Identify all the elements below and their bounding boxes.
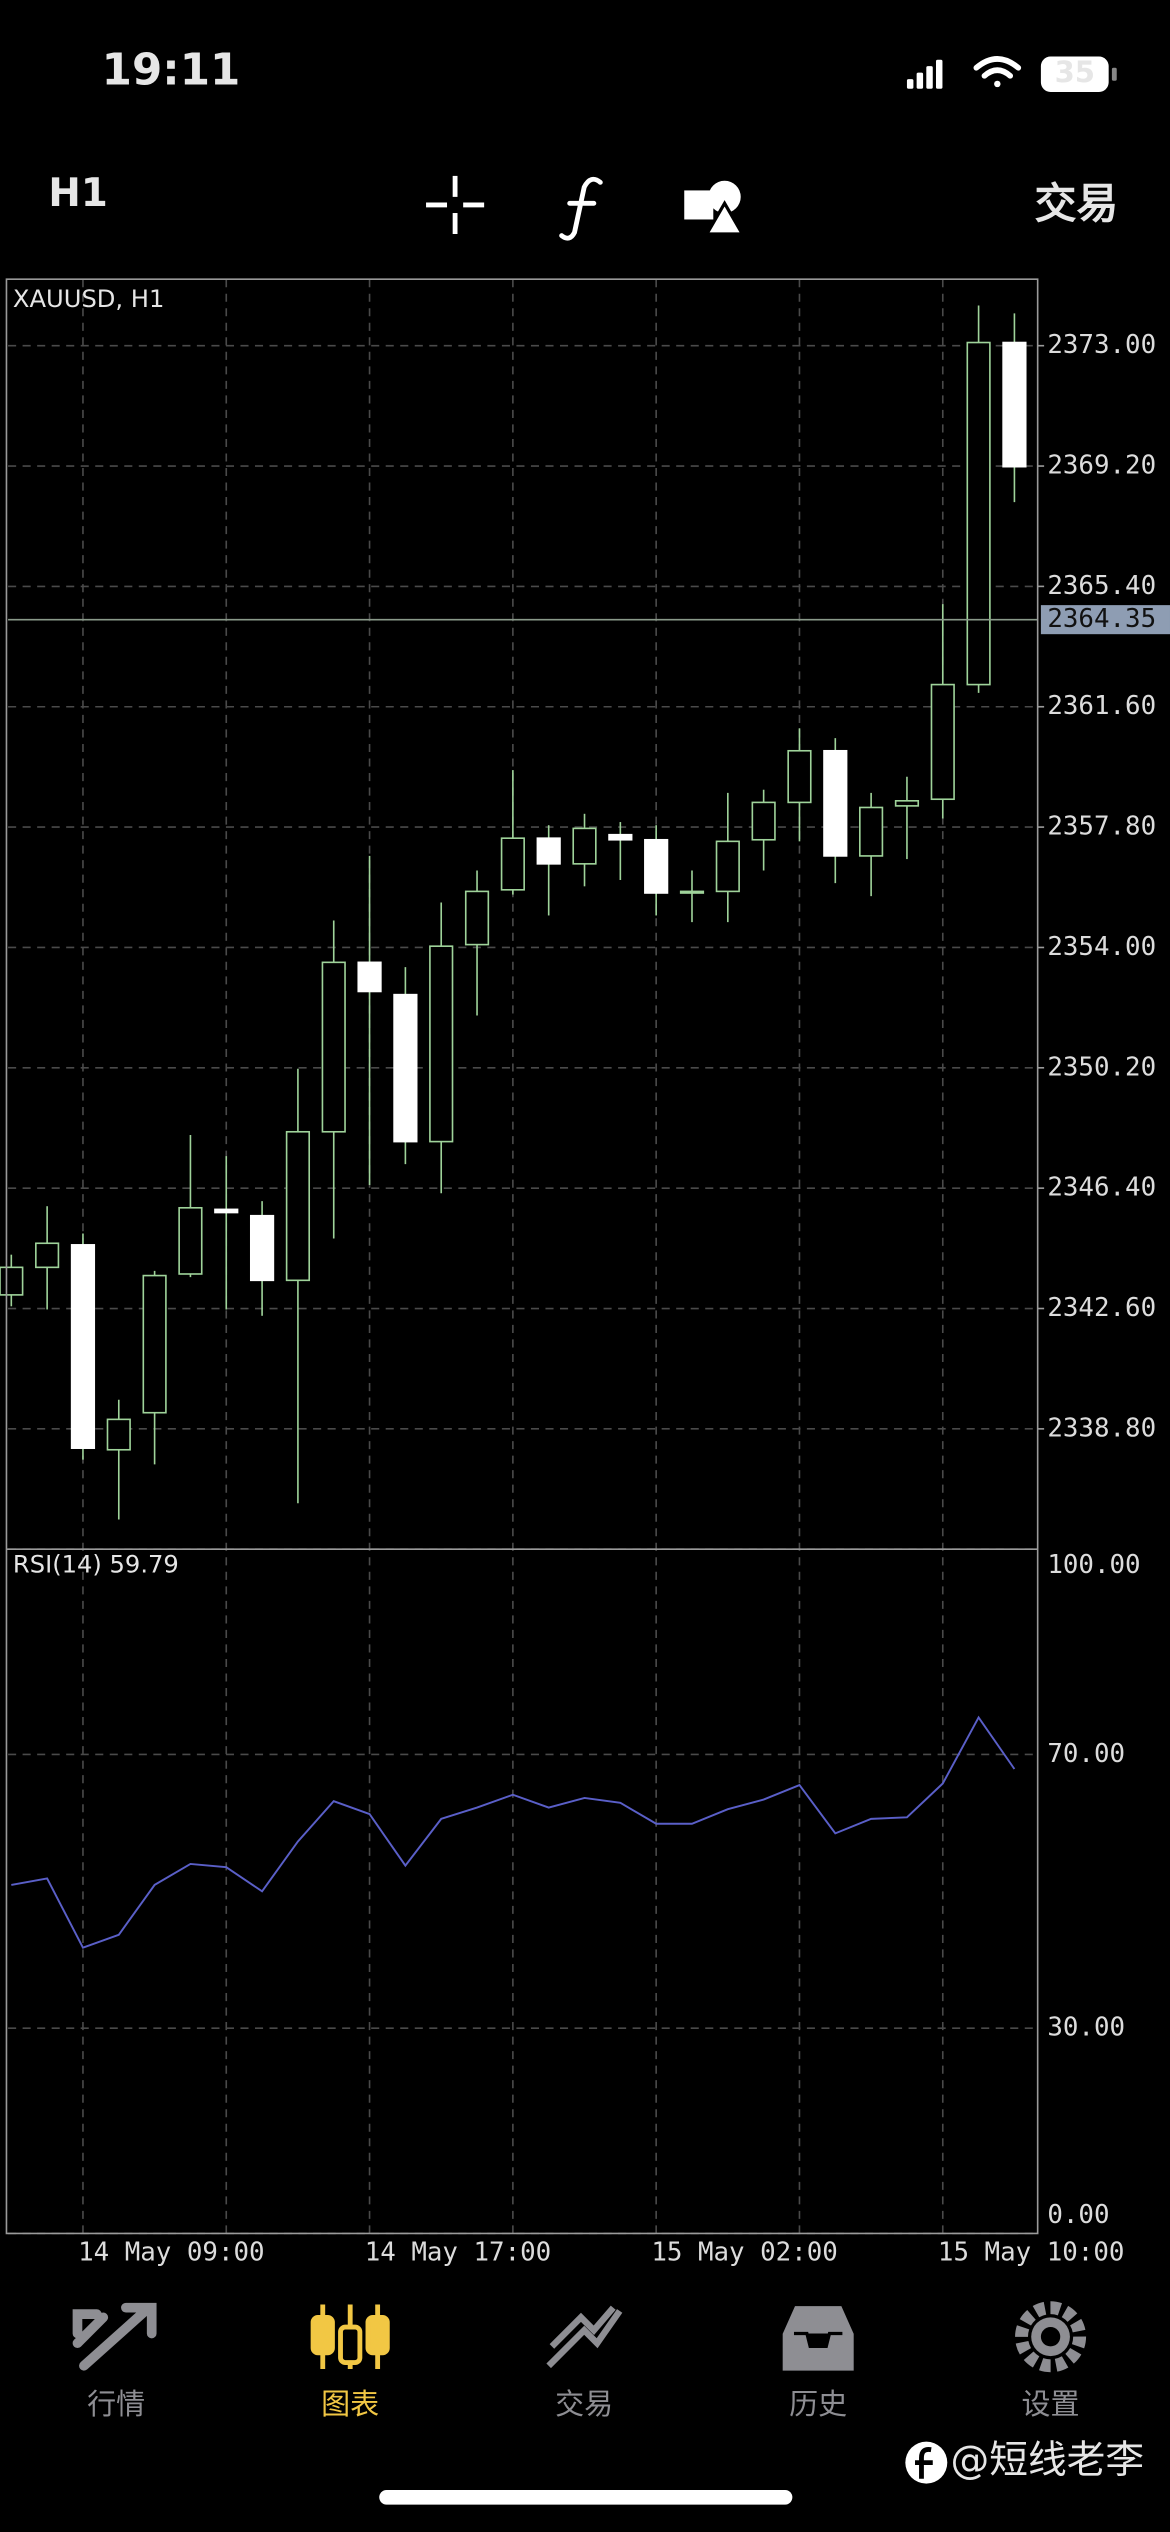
crosshair-button[interactable] — [426, 175, 485, 234]
battery-level: 35 — [1055, 55, 1095, 89]
candle-body — [715, 840, 740, 893]
candle-body — [966, 341, 991, 686]
signal-icon — [906, 59, 943, 89]
tab-icon-shape — [546, 2305, 623, 2369]
price-label: 2364.35 — [1047, 604, 1156, 634]
tab-item[interactable]: 图表 — [310, 2304, 390, 2421]
x-tick-label: 14 May 17:00 — [365, 2237, 552, 2267]
battery-icon — [1040, 56, 1109, 92]
home-indicator — [379, 2490, 793, 2505]
y-tick-label: 2354.00 — [1047, 932, 1156, 962]
rsi-tick-label: 0.00 — [1047, 2200, 1109, 2230]
candle-body — [823, 749, 848, 857]
tab-item[interactable]: 行情 — [72, 2302, 157, 2421]
tab-bar: 行情 图表 交易 历史 设置 — [72, 2301, 1087, 2421]
candle-body — [679, 890, 705, 894]
y-tick-label: 2361.60 — [1047, 691, 1156, 721]
tab-item[interactable]: 交易 — [546, 2305, 623, 2421]
candle-body — [1002, 341, 1027, 468]
candle-body — [787, 749, 812, 804]
price-label-box — [1040, 605, 1170, 635]
y-tick-label: 2357.80 — [1047, 812, 1156, 842]
candle-body — [285, 1130, 311, 1282]
y-tick-label: 2338.80 — [1047, 1413, 1156, 1443]
y-tick-label: 2350.20 — [1047, 1052, 1156, 1082]
candle-body — [70, 1244, 96, 1449]
battery-tip — [1111, 67, 1117, 81]
candle-body — [859, 806, 884, 857]
candle-body — [357, 961, 382, 993]
watermark: @短线老李 — [905, 2438, 1145, 2484]
x-tick-label: 14 May 09:00 — [78, 2237, 265, 2267]
chart-area: 14 May 09:00 14 May 17:00 15 May 02:00 15 M… — [0, 279, 1170, 2267]
candle-body — [35, 1242, 60, 1269]
indicator-button[interactable] — [559, 176, 603, 241]
tab-icon-shape — [779, 2302, 857, 2374]
tab-icon-shape — [1040, 2327, 1061, 2347]
candle-body — [429, 945, 454, 1143]
objects-button[interactable] — [684, 180, 746, 236]
candle-body — [572, 827, 597, 865]
candle-body — [930, 683, 955, 801]
tab-icon-shape — [365, 2314, 390, 2356]
tab-icon-shape — [72, 2302, 157, 2371]
trade-button[interactable]: 交易 — [1034, 179, 1118, 228]
rsi-tick-label: 70.00 — [1047, 1739, 1125, 1769]
candle-body — [393, 993, 418, 1143]
candle-body — [321, 961, 346, 1133]
candle-body — [142, 1274, 167, 1414]
y-tick-label: 2373.00 — [1047, 330, 1156, 360]
candle-body — [0, 1266, 24, 1296]
chart-border — [5, 278, 1039, 2235]
chart-title: XAUUSD, H1 — [13, 285, 164, 313]
timeframe-button[interactable]: H1 — [48, 171, 107, 216]
candle-body — [608, 833, 633, 841]
rsi-line — [11, 1715, 1016, 1949]
y-tick-label: 2365.40 — [1047, 571, 1156, 601]
tab-item[interactable]: 设置 — [1015, 2301, 1087, 2421]
wifi-icon — [973, 56, 1022, 88]
y-tick-label: 2346.40 — [1047, 1173, 1156, 1203]
x-tick-label: 15 May 10:00 — [938, 2237, 1125, 2267]
x-tick-label: 15 May 02:00 — [651, 2237, 838, 2267]
tab-icon-shape — [1015, 2301, 1087, 2373]
tab-icon-shape — [310, 2314, 335, 2356]
candle-body — [644, 838, 669, 894]
candle-body — [178, 1206, 203, 1275]
candle-body — [214, 1208, 239, 1214]
tab-label: 历史 — [789, 2387, 847, 2421]
candle-body — [500, 837, 525, 891]
rsi-title: RSI(14) 59.79 — [13, 1550, 179, 1578]
rsi-tick-label: 30.00 — [1047, 2013, 1125, 2043]
candle-body — [464, 890, 490, 946]
y-tick-label: 2369.20 — [1047, 451, 1156, 481]
status-time: 19:11 — [102, 46, 241, 96]
candle-body — [894, 800, 920, 807]
rsi-tick-label: 100.00 — [1047, 1550, 1140, 1580]
watermark-text: @短线老李 — [951, 2438, 1145, 2483]
candle-body — [536, 837, 561, 865]
candle-body — [751, 801, 776, 841]
tab-label: 行情 — [87, 2387, 145, 2421]
tab-icon-shape — [338, 2324, 363, 2365]
y-tick-label: 2342.60 — [1047, 1293, 1156, 1323]
candle-body — [249, 1214, 275, 1282]
tab-label: 图表 — [321, 2387, 379, 2421]
candle-body — [106, 1418, 131, 1451]
tab-label: 交易 — [555, 2387, 613, 2421]
tab-item[interactable]: 历史 — [779, 2302, 857, 2421]
tab-label: 设置 — [1022, 2387, 1080, 2421]
